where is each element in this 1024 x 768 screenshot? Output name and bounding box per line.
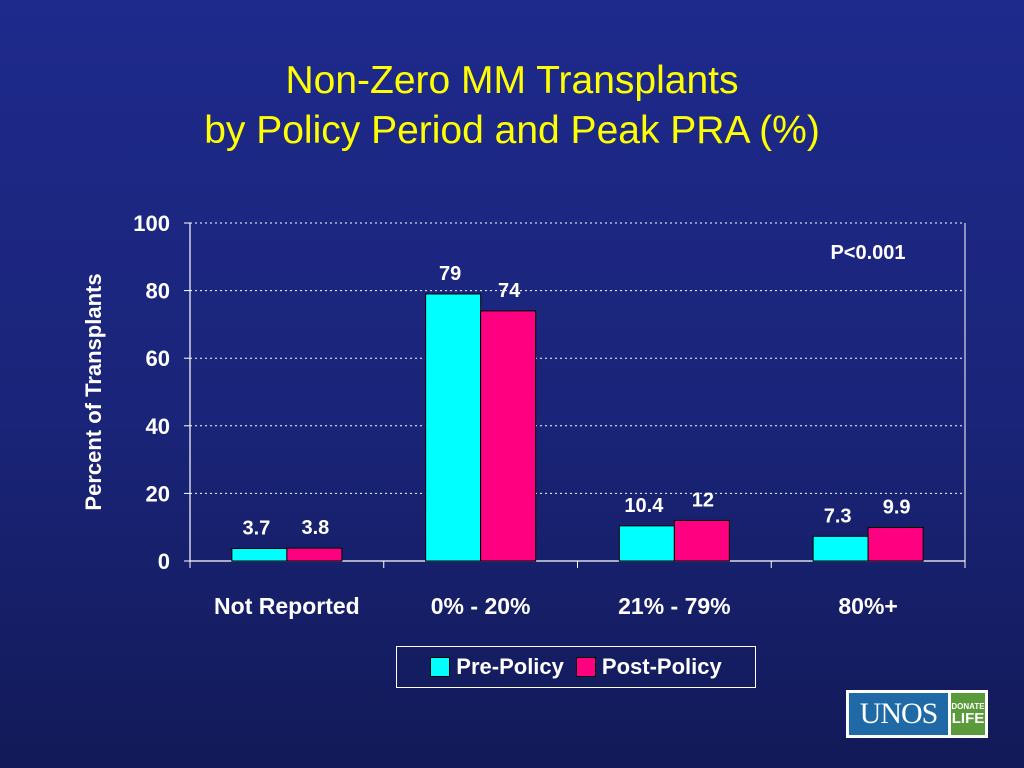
title-line-1: Non-Zero MM Transplants — [285, 59, 739, 102]
logo-donate-text: DONATE — [951, 701, 985, 711]
legend-label-pre-policy: Pre-Policy — [456, 654, 564, 679]
logo-unos-text: UNOS — [849, 693, 948, 735]
x-category-label-1: 0% - 20% — [431, 593, 531, 619]
legend-label-post-policy: Post-Policy — [601, 654, 722, 679]
bar-post-policy-0 — [286, 547, 343, 562]
slide-title: Non-Zero MM Transplants by Policy Period… — [0, 56, 1024, 156]
bar-post-policy-1 — [480, 310, 537, 562]
bar-pre-policy-0 — [231, 547, 288, 562]
legend-item-post-policy: Post-Policy — [575, 654, 722, 680]
y-tick-label-80: 80 — [146, 279, 170, 304]
data-label-post-policy-0: 3.8 — [301, 517, 329, 539]
logo-life-text: LIFE — [951, 709, 985, 727]
data-label-pre-policy-0: 3.7 — [242, 517, 270, 539]
legend-swatch-pre-policy — [430, 657, 451, 677]
data-label-post-policy-2: 12 — [692, 489, 714, 511]
p-value-annotation: P<0.001 — [830, 242, 905, 264]
x-category-label-0: Not Reported — [214, 593, 360, 619]
y-tick-label-0: 0 — [158, 549, 170, 574]
y-tick-label-100: 100 — [133, 211, 170, 236]
bar-chart: 0 20 40 60 80 100 Percent of Transplants Not Re… — [81, 211, 924, 619]
y-tick-label-60: 60 — [146, 346, 170, 371]
bar-post-policy-3 — [867, 527, 924, 562]
logo-donate-life: DONATE LIFE — [951, 693, 985, 735]
y-tick-label-20: 20 — [146, 481, 170, 506]
bar-pre-policy-3 — [812, 535, 869, 562]
data-label-pre-policy-3: 7.3 — [824, 505, 852, 527]
data-label-pre-policy-2: 10.4 — [624, 495, 664, 517]
bar-post-policy-2 — [673, 519, 730, 562]
data-label-post-policy-1: 74 — [498, 280, 521, 302]
y-axis-label: Percent of Transplants — [81, 273, 106, 510]
unos-donate-life-logo: UNOS DONATE LIFE — [846, 690, 988, 738]
x-category-label-2: 21% - 79% — [618, 593, 731, 619]
y-tick-label-40: 40 — [146, 414, 170, 439]
bar-pre-policy-1 — [425, 293, 482, 562]
data-label-post-policy-3: 9.9 — [883, 497, 911, 519]
bar-pre-policy-2 — [618, 525, 675, 562]
x-category-label-3: 80%+ — [838, 593, 897, 619]
title-line-2: by Policy Period and Peak PRA (%) — [204, 109, 820, 152]
legend-item-pre-policy: Pre-Policy — [430, 654, 564, 680]
legend-swatch-post-policy — [575, 657, 596, 677]
chart-legend: Pre-Policy Post-Policy — [396, 646, 756, 688]
data-label-pre-policy-1: 79 — [439, 263, 461, 285]
